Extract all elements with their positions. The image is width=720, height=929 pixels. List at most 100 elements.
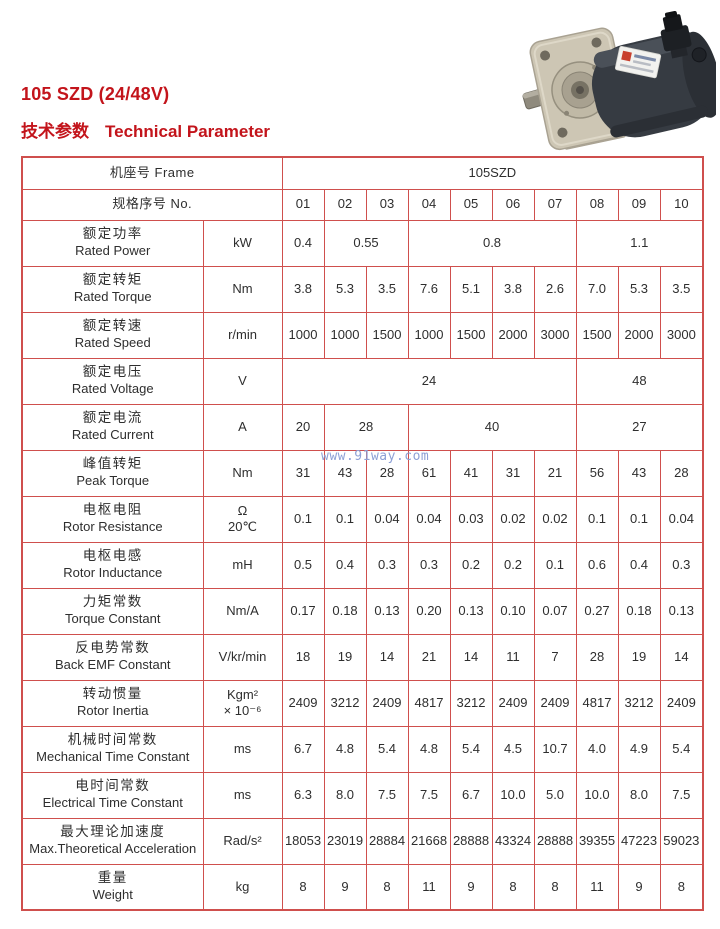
value-cell: 9 [323, 863, 367, 911]
parameter-unit: Rad/s² [202, 817, 283, 865]
value-cell: 2409 [365, 679, 409, 727]
parameter-unit: ms [202, 771, 283, 819]
value-cell: 0.4 [323, 541, 367, 589]
parameter-label: 反电势常数 Back EMF Constant [21, 633, 204, 681]
value-cell: 4.5 [491, 725, 535, 773]
cell-text: Rotor Inductance [63, 565, 163, 581]
value-cell: 18 [281, 633, 325, 681]
value-cell: 3000 [533, 311, 577, 359]
cell-text: kg [235, 878, 250, 894]
cell-text: Rated Voltage [71, 381, 154, 397]
cell-text: 反电势常数 [75, 640, 151, 656]
cell-text: Electrical Time Constant [42, 795, 183, 811]
value-cell: 7.5 [659, 771, 704, 819]
value-cell: 4.8 [407, 725, 451, 773]
value-cell: 1500 [575, 311, 619, 359]
value-cell: 59023 [659, 817, 704, 865]
cell-text: Nm [232, 280, 253, 296]
cell-text: Rated Power [75, 243, 151, 259]
value-cell: 0.02 [491, 495, 535, 543]
value-cell: 14 [365, 633, 409, 681]
cell-text: 电枢电感 [82, 548, 143, 564]
value-cell: 1.1 [575, 219, 704, 267]
parameter-unit: ms [202, 725, 283, 773]
parameter-row: 电枢电阻 Rotor Resistance Ω 20℃ 0.1 0.1 0.04 0.04 0.… [21, 495, 704, 543]
parameter-row: 力矩常数 Torque Constant Nm/A 0.17 0.18 0.13 0.20 0… [21, 587, 704, 635]
spec-number-cell: 01 [281, 188, 325, 221]
cell-text: V/kr/min [218, 648, 267, 664]
value-cell: 0.5 [281, 541, 325, 589]
frame-row: 机座号 Frame 105SZD [21, 156, 704, 190]
value-cell: 3.8 [491, 265, 535, 313]
parameter-row: 重量 Weight kg 8 9 8 11 9 8 8 11 9 8 [21, 863, 704, 911]
parameter-label: 额定电压 Rated Voltage [21, 357, 204, 405]
cell-text: mH [232, 556, 253, 572]
cell-text: Peak Torque [76, 473, 150, 489]
value-cell: 0.13 [365, 587, 409, 635]
value-cell: 0.2 [449, 541, 493, 589]
value-cell: 28884 [365, 817, 409, 865]
cell-text: A [238, 418, 247, 434]
parameter-label: 重量 Weight [21, 863, 204, 911]
parameter-unit: r/min [202, 311, 283, 359]
value-cell: 0.04 [407, 495, 451, 543]
spec-number-label: 规格序号 No. [21, 188, 283, 221]
value-cell: 1000 [281, 311, 325, 359]
cell-text: 重量 [97, 870, 128, 886]
page-title: 105 SZD (24/48V) [21, 84, 170, 104]
value-cell: 0.2 [491, 541, 535, 589]
cell-text: Rotor Resistance [62, 519, 163, 535]
value-cell: 28888 [533, 817, 577, 865]
value-cell: 41 [449, 449, 493, 497]
value-cell: 0.4 [281, 219, 325, 267]
value-cell: 21668 [407, 817, 451, 865]
value-cell: 28 [323, 403, 409, 451]
cell-text: 额定电压 [82, 364, 143, 380]
value-cell: 11 [491, 633, 535, 681]
value-cell: 56 [575, 449, 619, 497]
cell-text: 最大理论加速度 [60, 824, 166, 840]
spec-number-cell: 02 [323, 188, 367, 221]
value-cell: 27 [575, 403, 704, 451]
value-cell: 4.0 [575, 725, 619, 773]
parameter-label: 额定转速 Rated Speed [21, 311, 204, 359]
cell-text: 额定转矩 [82, 272, 143, 288]
value-cell: 1000 [323, 311, 367, 359]
value-cell: 5.4 [659, 725, 704, 773]
value-cell: 21 [533, 449, 577, 497]
parameter-row: 额定电压 Rated Voltage V 24 48 [21, 357, 704, 405]
parameter-row: 电枢电感 Rotor Inductance mH 0.5 0.4 0.3 0.3 0.2 0.2… [21, 541, 704, 589]
parameter-label: 电枢电阻 Rotor Resistance [21, 495, 204, 543]
value-cell: 0.13 [659, 587, 704, 635]
value-cell: 8 [659, 863, 704, 911]
cell-text: Nm/A [226, 602, 259, 618]
value-cell: 1500 [365, 311, 409, 359]
cell-text: ms [233, 740, 252, 756]
value-cell: 18053 [281, 817, 325, 865]
value-cell: 40 [407, 403, 577, 451]
spec-number-row: 规格序号 No. 01 02 03 04 05 06 07 08 09 10 [21, 188, 704, 221]
value-cell: 3.5 [659, 265, 704, 313]
cell-text: ms [233, 786, 252, 802]
parameter-label: 最大理论加速度 Max.Theoretical Acceleration [21, 817, 204, 865]
parameter-unit: Nm [202, 449, 283, 497]
value-cell: 11 [575, 863, 619, 911]
value-cell: 0.3 [407, 541, 451, 589]
value-cell: 3212 [323, 679, 367, 727]
value-cell: 28 [365, 449, 409, 497]
subtitle-en: Technical Parameter [105, 122, 271, 141]
parameter-row: 最大理论加速度 Max.Theoretical Acceleration Rad/s… [21, 817, 704, 865]
parameter-row: 峰值转矩 Peak Torque Nm 31 43 28 61 41 31 21 56 43 28 [21, 449, 704, 497]
cell-text: 电时间常数 [75, 778, 151, 794]
value-cell: 9 [617, 863, 661, 911]
value-cell: 48 [575, 357, 704, 405]
value-cell: 10.0 [575, 771, 619, 819]
motor-connector [660, 10, 692, 59]
value-cell: 8.0 [323, 771, 367, 819]
parameter-unit: Kgm² × 10⁻⁶ [202, 679, 283, 727]
value-cell: 7 [533, 633, 577, 681]
spec-number-cell: 09 [617, 188, 661, 221]
page-subtitle: 技术参数 Technical Parameter [21, 117, 270, 142]
parameter-label: 电枢电感 Rotor Inductance [21, 541, 204, 589]
value-cell: 3212 [449, 679, 493, 727]
